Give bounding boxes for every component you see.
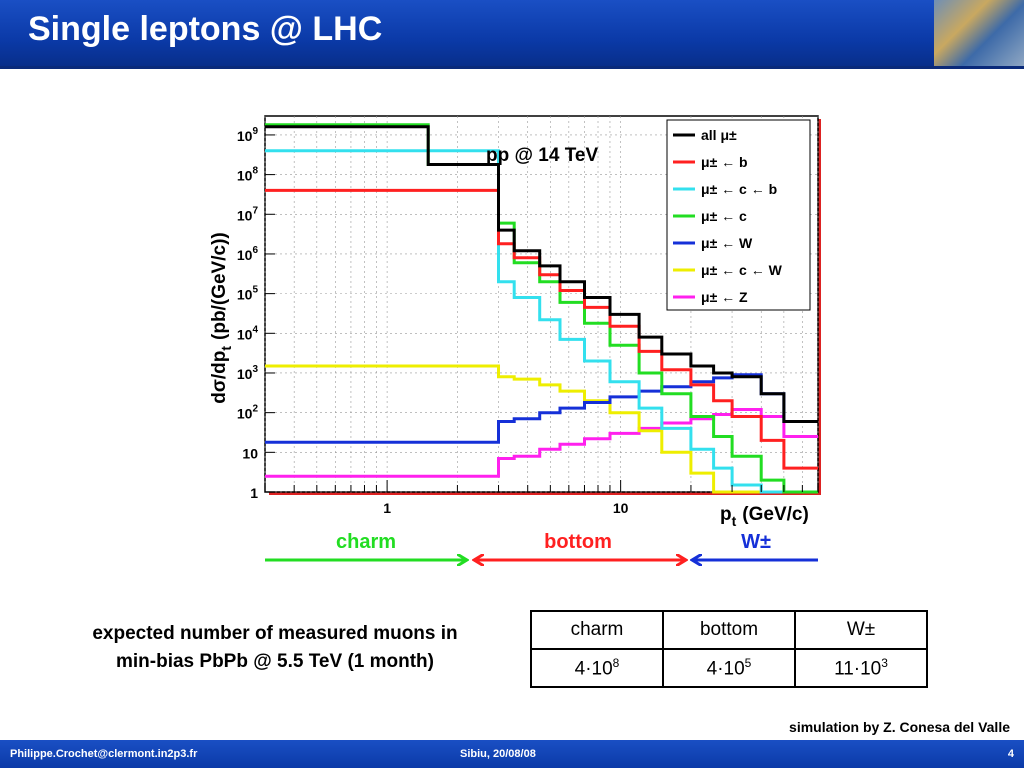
x-axis-title-sub: t [732,513,737,529]
y-tick-label: 103 [237,364,259,382]
y-tick-exponent: 2 [252,404,258,415]
note-line-1: expected number of measured muons in [92,623,458,644]
simulation-credit: simulation by Z. Conesa del Valle [789,719,1010,735]
legend: all μ± μ± ← b μ± ← c ← b μ± ← c μ± ← W μ± ← c… [666,119,811,311]
y-tick-label: 105 [237,285,259,303]
x-tick-label: 10 [613,500,629,516]
note-line-2: min-bias PbPb @ 5.5 TeV (1 month) [116,651,434,672]
series-line-3 [265,123,818,494]
legend-label: all μ± [701,127,737,143]
x-axis-ticks: 1 10 [264,480,819,516]
y-axis-title-sub: t [218,346,234,351]
y-tick-label: 109 [237,126,259,144]
series-line-5 [265,364,818,494]
table-header-row: charm bottom W± [530,610,928,650]
y-tick-exponent: 4 [252,324,258,335]
footer-venue-date: Sibiu, 20/08/08 [460,748,536,760]
cell-bottom-mantissa: 4·10 [706,658,745,680]
expected-muons-note: expected number of measured muons in min… [40,620,510,676]
legend-items: all μ± μ± ← b μ± ← c ← b μ± ← c μ± ← W μ± ← c… [673,127,783,305]
x-tick-label: 1 [383,500,391,516]
y-tick-base: 10 [237,128,253,144]
series-layer [265,123,818,494]
x-axis-title: p [720,504,732,525]
cell-w-exp: 3 [881,655,888,670]
footer-email: Philippe.Crochet@clermont.in2p3.fr [10,748,198,760]
y-tick-base: 10 [237,207,253,223]
y-tick-label: 106 [237,245,259,263]
table-header-bottom: bottom [662,610,796,650]
y-tick-base: 10 [237,326,253,342]
series-line-6 [265,408,818,478]
annotation-energy: pp @ 14 TeV [486,145,598,166]
cell-charm-exp: 8 [612,655,620,670]
y-tick-base: 10 [237,406,253,422]
y-tick-base: 10 [237,366,253,382]
y-tick-base: 10 [237,247,253,263]
table-value-row: 4·108 4·105 11·103 [530,648,928,688]
title-bar: Single leptons @ LHC [0,0,1024,66]
slide-title: Single leptons @ LHC [28,10,383,48]
lhc-photo-thumbnail [934,0,1024,66]
expected-muons-table: charm bottom W± 4·108 4·105 11·103 [530,610,928,688]
range-label-w: W± [741,531,771,553]
table-cell-w: 11·103 [794,648,928,688]
y-tick-label: 102 [237,404,259,422]
y-tick-label: 10 [242,445,258,461]
y-tick-exponent: 8 [252,166,258,177]
legend-label: μ± ← c ← W [701,262,783,278]
svg-text:pt(GeV/c): pt (GeV/c) [720,504,809,529]
range-arrows: charm bottom W± [265,531,818,560]
y-tick-base: 10 [237,287,253,303]
footer-bar: Philippe.Crochet@clermont.in2p3.fr Sibiu… [0,740,1024,768]
y-tick-base: 10 [242,445,258,461]
cell-w-mantissa: 11·10 [834,658,882,680]
table-cell-charm: 4·108 [530,648,664,688]
y-tick-exponent: 5 [252,285,258,296]
x-axis-label: pt (GeV/c) [720,504,809,529]
cell-bottom-exp: 5 [744,655,752,670]
legend-label: μ± ← W [701,235,753,251]
y-tick-label: 104 [237,324,259,342]
table-header-w: W± [794,610,928,650]
y-axis-label: dσ/dpt (pb/(GeV/c)) [209,232,234,403]
legend-label: μ± ← Z [701,289,748,305]
legend-label: μ± ← c [701,208,747,224]
series-line-0 [265,125,818,423]
cell-charm-mantissa: 4·10 [574,658,613,680]
y-tick-exponent: 6 [252,245,258,256]
legend-label: μ± ← c ← b [701,181,777,197]
y-tick-label: 108 [237,166,259,184]
range-label-bottom: bottom [544,531,612,553]
x-axis-title-unit: (GeV/c) [742,504,809,525]
range-label-charm: charm [336,531,396,553]
y-tick-exponent: 7 [252,205,258,216]
table-cell-bottom: 4·105 [662,648,796,688]
legend-label: μ± ← b [701,154,748,170]
y-tick-base: 1 [250,485,258,501]
y-tick-exponent: 9 [252,126,258,137]
series-line-2 [265,149,818,494]
y-tick-exponent: 3 [252,364,258,375]
y-tick-label: 1 [250,485,258,501]
y-axis-title-unit: (pb/(GeV/c)) [209,232,230,340]
title-divider [0,66,1024,69]
table-header-charm: charm [530,610,664,650]
svg-text:dσ/dpt(pb/(GeV/c)): dσ/dpt (pb/(GeV/c)) [209,232,234,403]
y-tick-label: 107 [237,205,259,223]
y-axis-title: dσ/dp [209,351,230,404]
footer-page-number: 4 [1007,748,1014,760]
y-tick-base: 10 [237,168,253,184]
